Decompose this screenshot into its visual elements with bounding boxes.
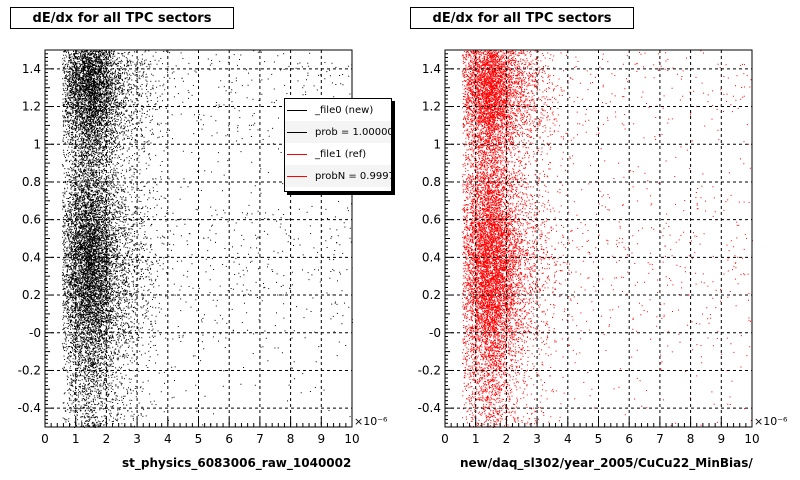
legend-entry-probn: probN = 0.999783: [285, 165, 391, 187]
legend-entry-file1: _file1 (ref): [285, 143, 391, 165]
y-tick-label: 0.4: [422, 250, 441, 264]
legend-label-prob: prob = 1.000000: [315, 126, 392, 138]
right-chart-title: dE/dx for all TPC sectors: [410, 7, 634, 29]
y-axis: [45, 49, 54, 428]
y-tick-label: 1: [33, 137, 41, 151]
x-tick-label: 7: [656, 432, 664, 446]
x-tick-label: 9: [317, 432, 325, 446]
grid: [445, 50, 752, 427]
x-tick-label: 7: [256, 432, 264, 446]
y-tick-label: 0.6: [422, 213, 441, 227]
y-tick-label: 1.2: [22, 100, 41, 114]
x-axis: [44, 418, 353, 427]
x-tick-label: 5: [195, 432, 203, 446]
x-tick-label: 10: [344, 432, 359, 446]
y-tick-label: 0.2: [22, 288, 41, 302]
x-tick-label: 2: [503, 432, 511, 446]
x-tick-label: 4: [564, 432, 572, 446]
x-exponent-label: ×10⁻⁶: [754, 415, 788, 428]
x-tick-label: 10: [744, 432, 759, 446]
legend-line-black: [287, 109, 307, 111]
right-x-axis-title: new/daq_sl302/year_2005/CuCu22_MinBias/: [460, 456, 753, 470]
y-tick-label: -0.4: [18, 401, 41, 415]
y-tick-label: 0.8: [22, 175, 41, 189]
y-tick-label: 0.6: [22, 213, 41, 227]
x-tick-label: 3: [133, 432, 141, 446]
legend-line-red: [287, 175, 307, 177]
y-axis: [445, 49, 454, 428]
right-plot: 0 1 2 3 4 5 6 7 8 9 10 ×10⁻⁶ -0.4 -0.2 -0 0.2 0.4 0.6 0.8 1…: [418, 49, 788, 446]
x-tick-label: 9: [717, 432, 725, 446]
y-tick-label: 1.4: [422, 62, 441, 76]
y-tick-label: -0.2: [418, 363, 441, 377]
y-tick-label: 0.8: [422, 175, 441, 189]
left-chart-title: dE/dx for all TPC sectors: [10, 7, 234, 29]
x-tick-label: 0: [441, 432, 449, 446]
scatter-points: [61, 50, 353, 428]
y-tick-label: 0.2: [422, 288, 441, 302]
x-exponent-label: ×10⁻⁶: [354, 415, 388, 428]
x-tick-label: 0: [41, 432, 49, 446]
x-tick-label: 6: [625, 432, 633, 446]
y-tick-label: 0.4: [22, 250, 41, 264]
y-tick-label: -0.4: [418, 401, 441, 415]
x-tick-label: 6: [225, 432, 233, 446]
legend-label-file0: _file0 (new): [315, 104, 374, 116]
y-tick-label: -0.2: [18, 363, 41, 377]
x-tick-label: 3: [533, 432, 541, 446]
left-plot: 0 1 2 3 4 5 6 7 8 9 10 ×10⁻⁶ -0.4 -0.2 -0 0.2 0.4 0.6 0.8 1…: [18, 49, 388, 446]
legend-entry-file0: _file0 (new): [285, 99, 391, 121]
x-tick-label: 1: [472, 432, 480, 446]
legend-label-probn: probN = 0.999783: [315, 170, 391, 182]
scatter-density: [461, 50, 753, 428]
legend-line-black: [287, 131, 307, 133]
y-tick-label: 1: [433, 137, 441, 151]
x-tick-label: 2: [103, 432, 111, 446]
x-tick-label: 8: [287, 432, 295, 446]
x-tick-label: 8: [687, 432, 695, 446]
left-x-axis-title: st_physics_6083006_raw_1040002: [122, 456, 352, 470]
x-tick-label: 5: [595, 432, 603, 446]
y-tick-label: 1.2: [422, 100, 441, 114]
y-tick-label: -0: [429, 326, 441, 340]
scatter-density: [61, 50, 353, 428]
legend-label-file1: _file1 (ref): [315, 148, 367, 160]
legend-line-red: [287, 153, 307, 155]
legend-entry-prob: prob = 1.000000: [285, 121, 391, 143]
x-axis: [444, 418, 753, 427]
y-tick-label: -0: [29, 326, 41, 340]
x-tick-label: 1: [72, 432, 80, 446]
scatter-points: [461, 50, 753, 428]
legend-box: _file0 (new) prob = 1.000000 _file1 (ref…: [284, 98, 392, 192]
x-tick-label: 4: [164, 432, 172, 446]
y-tick-label: 1.4: [22, 62, 41, 76]
